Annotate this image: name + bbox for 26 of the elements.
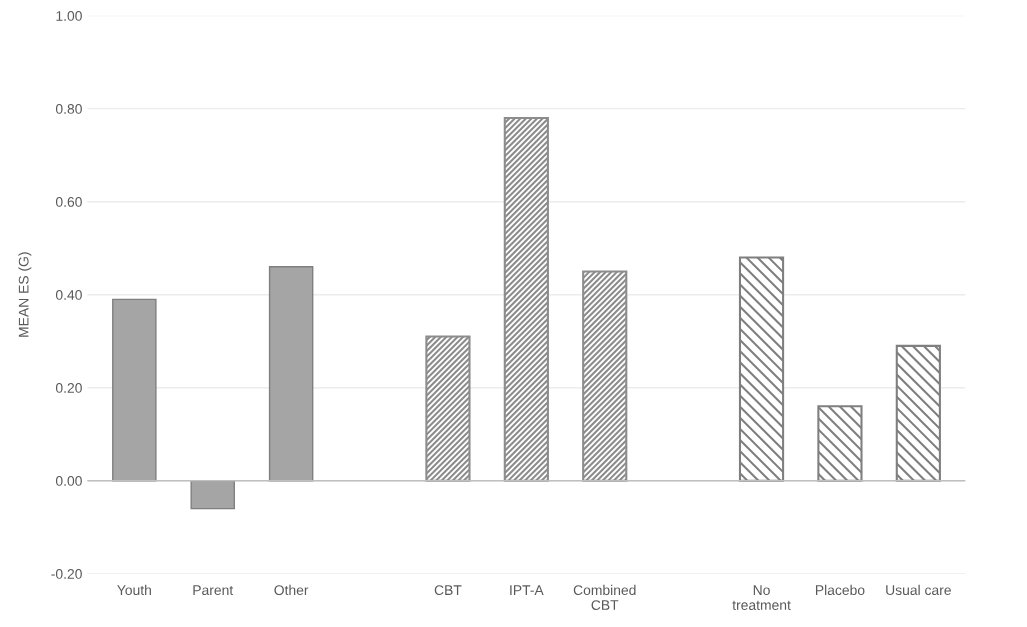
y-tick-label: 0.80 [55,104,82,114]
x-tick-label: Other [274,584,309,596]
y-axis-title: MEAN ES (G) [18,252,32,337]
x-tick-label: Combined CBT [573,584,636,610]
y-tick-label: 0.60 [55,197,82,207]
x-tick-label: Parent [193,585,234,596]
bar [503,116,549,482]
y-tick-label: -0.20 [51,569,82,579]
x-tick-label: Placebo [815,584,865,596]
y-tick-label: 0.00 [55,476,82,486]
x-tick-label: Youth [117,584,151,596]
bar [817,405,863,482]
x-tick-label: No treatment [732,585,791,610]
bar [112,298,157,482]
y-tick-label: 1.00 [56,11,82,21]
bar [582,270,628,482]
x-tick-label: Usual care [886,584,951,596]
y-tick-label: 0.20 [55,383,82,393]
bar [895,344,941,482]
y-tick-label: 0.40 [55,290,82,300]
bar [738,256,785,482]
x-tick-label: IPT-A [510,585,544,595]
bar [268,266,314,482]
bar [425,335,471,482]
x-tick-label: CBT [434,585,462,596]
bar [190,480,235,510]
